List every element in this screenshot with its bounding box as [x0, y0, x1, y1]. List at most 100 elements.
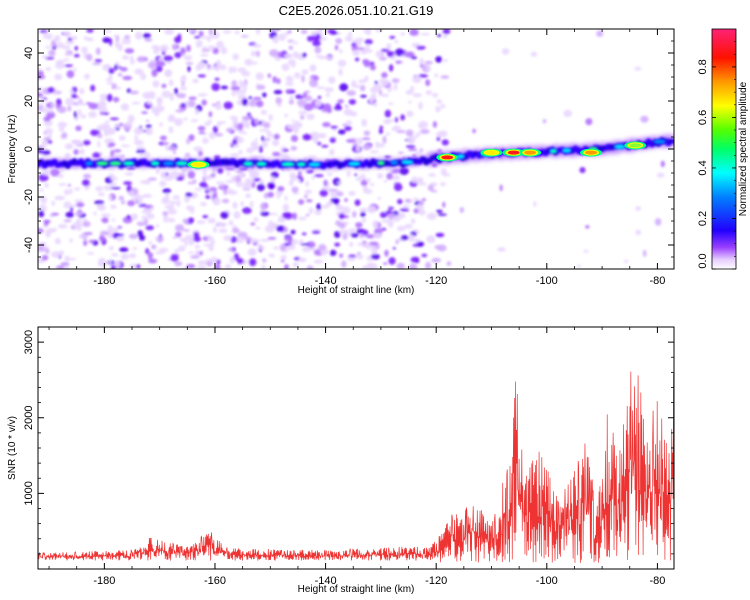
noise-blob — [365, 178, 371, 183]
noise-blob — [330, 197, 340, 204]
noise-blob — [55, 196, 66, 200]
noise-blob — [344, 104, 349, 108]
noise-blob — [47, 87, 55, 93]
noise-blob — [230, 153, 240, 158]
noise-blob — [348, 191, 356, 196]
noise-blob — [293, 41, 299, 45]
noise-blob — [440, 168, 447, 176]
noise-blob — [311, 175, 315, 180]
noise-blob — [415, 132, 421, 137]
noise-blob — [97, 204, 107, 211]
noise-blob — [378, 128, 384, 134]
noise-blob — [195, 65, 201, 72]
noise-blob — [276, 190, 283, 197]
noise-blob — [277, 219, 286, 223]
noise-blob — [147, 252, 154, 259]
noise-blob — [356, 254, 364, 260]
spectrogram-xtick-label: -100 — [536, 275, 558, 287]
noise-blob — [338, 49, 343, 54]
noise-blob — [76, 218, 82, 223]
noise-blob — [252, 242, 258, 246]
noise-blob — [305, 213, 310, 217]
spectrogram-ytick-label: 40 — [23, 47, 35, 59]
noise-blob — [440, 75, 450, 79]
noise-blob — [425, 261, 432, 269]
noise-blob — [306, 241, 316, 249]
noise-blob — [163, 55, 174, 62]
noise-blob — [251, 44, 262, 48]
noise-blob — [337, 99, 344, 104]
noise-blob — [418, 101, 423, 110]
noise-blob — [428, 173, 436, 177]
noise-blob — [435, 105, 441, 113]
noise-blob — [97, 260, 107, 267]
snr-ticks: -180 -160 -140 -120 -100 -80 1000 2000 3000 — [23, 327, 674, 587]
noise-blob — [290, 135, 299, 142]
noise-blob — [165, 146, 169, 151]
noise-blob — [314, 209, 322, 216]
noise-blob — [345, 35, 353, 42]
noise-blob — [359, 174, 366, 179]
noise-blob — [172, 195, 180, 200]
noise-blob — [329, 137, 336, 143]
spectrogram-signal-track — [38, 133, 674, 171]
noise-blob — [267, 237, 277, 240]
noise-blob — [231, 89, 236, 97]
noise-blob — [54, 73, 63, 81]
noise-blob — [114, 64, 118, 71]
noise-blob — [101, 213, 111, 218]
noise-blob — [73, 220, 82, 229]
noise-blob — [323, 179, 328, 187]
noise-blob — [405, 51, 415, 58]
noise-blob — [304, 90, 311, 94]
noise-blob — [203, 175, 212, 181]
noise-blob — [90, 129, 101, 136]
noise-blob — [105, 78, 113, 82]
snr-ytick-label: 3000 — [23, 330, 35, 354]
noise-blob — [67, 37, 73, 42]
noise-blob — [199, 250, 203, 256]
noise-blob — [285, 75, 294, 83]
noise-blob — [159, 135, 167, 141]
noise-blob — [354, 137, 364, 145]
noise-blob — [329, 191, 338, 198]
noise-blob — [148, 240, 152, 246]
noise-blob — [93, 211, 97, 216]
noise-blob — [114, 123, 120, 129]
noise-blob — [238, 150, 243, 154]
noise-blob — [119, 247, 129, 253]
noise-blob — [394, 39, 399, 44]
noise-blob — [81, 46, 88, 54]
noise-blob — [161, 90, 171, 98]
noise-blob — [277, 103, 282, 107]
noise-blob — [634, 66, 642, 71]
noise-blob — [363, 60, 371, 68]
noise-blob — [112, 153, 121, 160]
noise-blob — [355, 177, 362, 182]
noise-blob — [232, 66, 237, 73]
noise-blob — [212, 125, 218, 134]
noise-blob — [388, 257, 396, 265]
noise-blob — [442, 59, 448, 63]
noise-blob — [380, 93, 390, 98]
track-cyan-spot — [308, 162, 321, 167]
noise-blob — [102, 37, 111, 43]
noise-blob — [459, 207, 465, 213]
noise-blob — [112, 96, 120, 103]
noise-blob — [62, 58, 70, 62]
noise-blob — [43, 136, 51, 141]
noise-blob — [417, 182, 428, 186]
noise-blob — [237, 258, 244, 265]
noise-blob — [117, 43, 123, 52]
noise-blob — [80, 114, 87, 119]
noise-blob — [229, 190, 238, 195]
noise-blob — [393, 83, 398, 91]
noise-blob — [193, 236, 202, 242]
track-cyan-spot — [401, 159, 414, 165]
noise-blob — [420, 32, 430, 36]
noise-blob — [303, 103, 314, 111]
noise-blob — [240, 35, 249, 38]
noise-blob — [394, 117, 398, 123]
noise-blob — [410, 56, 418, 60]
noise-blob — [440, 182, 446, 187]
